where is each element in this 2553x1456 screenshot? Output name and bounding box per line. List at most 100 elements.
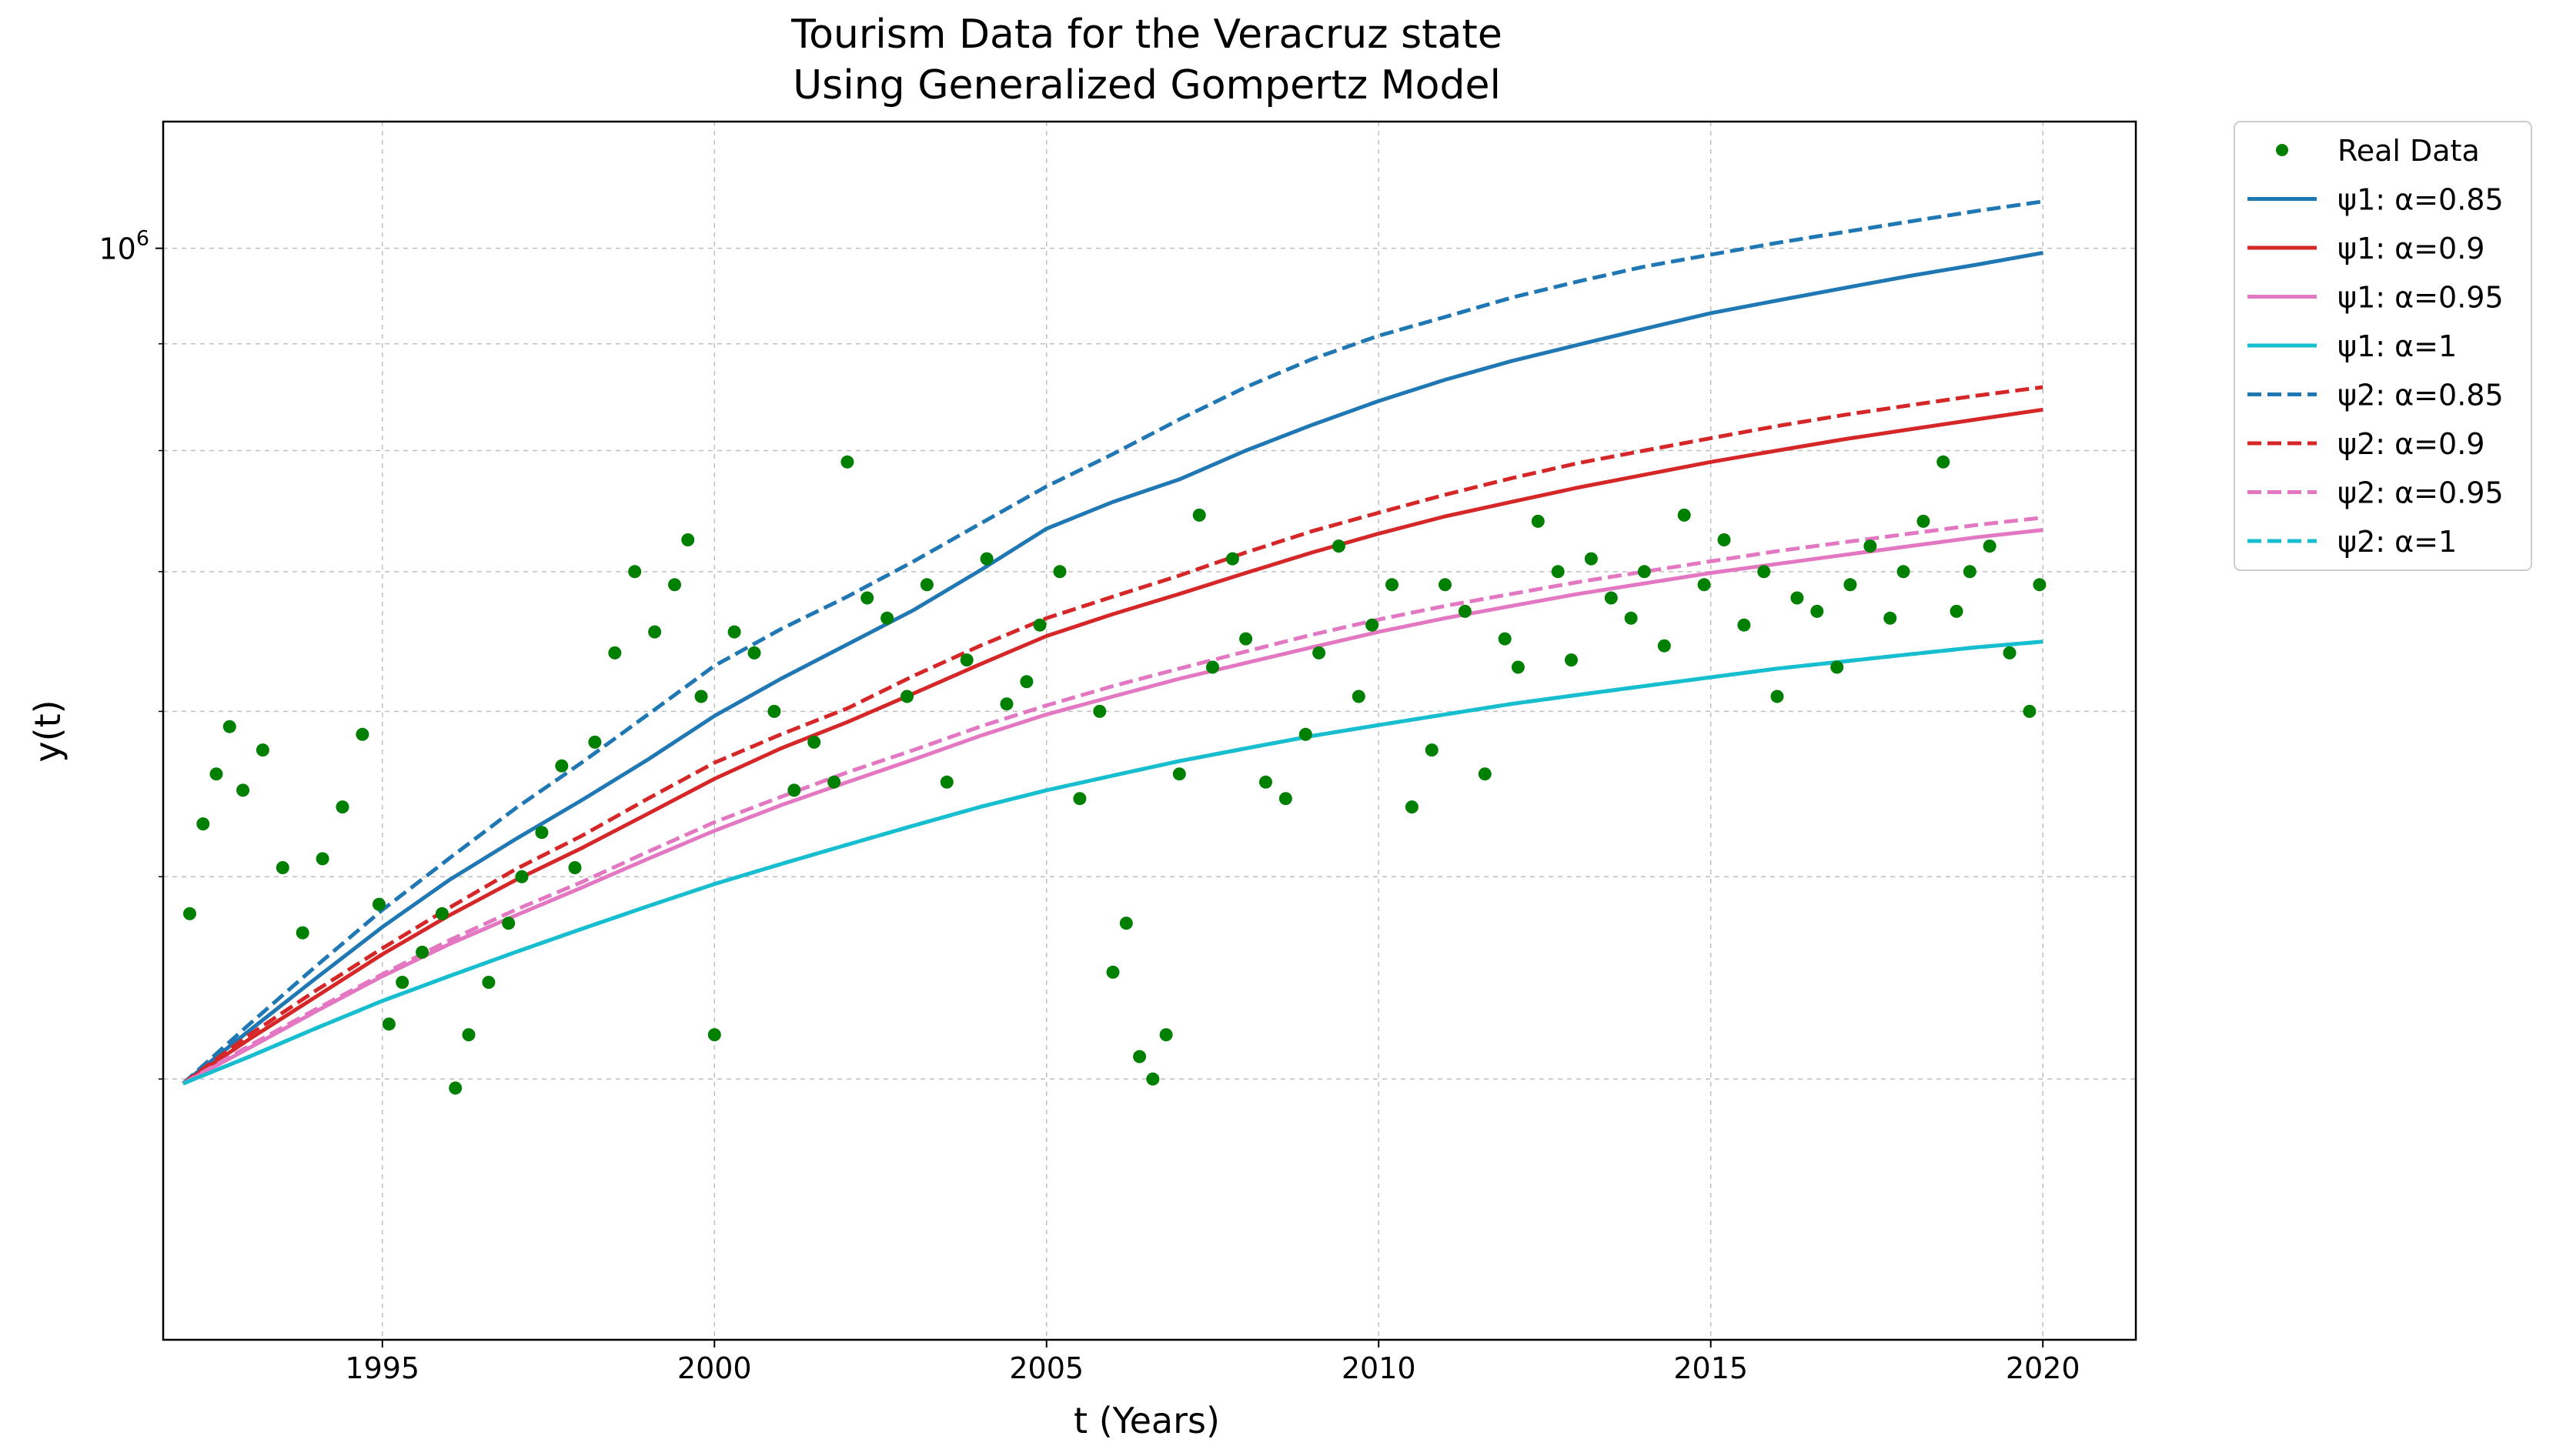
real-data-points [183, 455, 2047, 1095]
real-data-point [1830, 660, 1844, 674]
legend: Real Data ψ1: α=0.85 ψ1: α=0.9 ψ1: α=0.95 ψ1… [2234, 121, 2532, 571]
real-data-point [1757, 565, 1771, 579]
legend-box [2234, 121, 2532, 571]
real-data-point [1896, 565, 1910, 579]
real-data-point [435, 907, 449, 920]
real-data-point [707, 1028, 721, 1042]
real-data-point [901, 690, 914, 703]
real-data-point [1717, 533, 1731, 546]
real-data-point [276, 861, 289, 874]
x-axis-label: t (Years) [1074, 1400, 1220, 1441]
legend-label: ψ2: α=0.95 [2337, 476, 2504, 510]
real-data-point [236, 783, 250, 797]
series-line-8 [182, 640, 2043, 1086]
real-data-point [881, 611, 894, 625]
legend-label: ψ1: α=0.85 [2337, 183, 2504, 217]
real-data-point [1983, 539, 1997, 553]
real-data-point [747, 646, 761, 660]
real-data-point [373, 897, 386, 911]
real-data-point [1697, 578, 1711, 592]
real-data-point [1385, 578, 1398, 592]
legend-marker-real-data [2276, 144, 2288, 156]
real-data-point [1278, 792, 1292, 806]
real-data-point [1458, 604, 1472, 618]
real-data-point [396, 976, 409, 989]
real-data-point [1033, 618, 1047, 632]
real-data-point [860, 591, 874, 605]
real-data-point [1425, 743, 1439, 757]
real-data-point [960, 653, 974, 667]
real-data-point [568, 861, 582, 874]
real-data-point [1000, 697, 1014, 711]
real-data-point [1405, 800, 1419, 814]
plot-frame [162, 120, 2137, 1341]
real-data-point [1498, 632, 1512, 646]
real-data-point [1770, 690, 1784, 703]
real-data-point [1604, 591, 1618, 605]
x-tick-label: 2000 [677, 1351, 752, 1385]
x-tick-label: 2010 [1342, 1351, 1416, 1385]
real-data-point [1239, 632, 1253, 646]
real-data-point [482, 976, 496, 989]
legend-label: ψ2: α=0.85 [2337, 379, 2504, 412]
real-data-point [1159, 1028, 1173, 1042]
real-data-point [1206, 660, 1219, 674]
real-data-point [1843, 578, 1857, 592]
real-data-point [1298, 727, 1312, 741]
chart-title-line1: Tourism Data for the Veracruz state [790, 12, 1502, 58]
real-data-point [1053, 565, 1067, 579]
real-data-point [681, 533, 695, 546]
real-data-point [1511, 660, 1525, 674]
real-data-point [183, 907, 196, 920]
real-data-point [1531, 514, 1545, 528]
real-data-point [1332, 539, 1345, 553]
real-data-point [767, 704, 781, 718]
real-data-point [1584, 552, 1598, 566]
real-data-point [1225, 552, 1239, 566]
real-data-point [1916, 514, 1930, 528]
series-line-7 [182, 516, 2043, 1086]
real-data-point [1790, 591, 1804, 605]
real-data-point [1863, 539, 1877, 553]
real-data-point [727, 625, 741, 639]
real-data-point [316, 852, 329, 866]
legend-label: ψ1: α=1 [2337, 329, 2457, 363]
real-data-point [1478, 767, 1492, 781]
legend-label: ψ1: α=0.9 [2337, 232, 2484, 265]
real-data-point [1312, 646, 1326, 660]
legend-label: ψ2: α=1 [2337, 525, 2457, 559]
real-data-point [787, 783, 801, 797]
real-data-point [2023, 704, 2037, 718]
real-data-point [1172, 767, 1186, 781]
real-data-point [1365, 618, 1379, 632]
real-data-point [1936, 455, 1950, 469]
series-line-6 [182, 385, 2043, 1086]
real-data-point [1352, 690, 1365, 703]
real-data-point [827, 775, 841, 789]
real-data-point [1259, 775, 1272, 789]
real-data-point [840, 455, 854, 469]
real-data-point [382, 1017, 396, 1031]
series-line-3 [182, 528, 2043, 1086]
series-lines [182, 199, 2043, 1086]
y-tick-label: 106 [99, 227, 149, 266]
real-data-point [1810, 604, 1824, 618]
real-data-point [502, 917, 516, 930]
axis-ticks: 1995 2000 2005 2010 2015 2020 106 [99, 227, 2080, 1385]
real-data-point [222, 720, 236, 733]
real-data-point [1133, 1050, 1147, 1064]
real-data-point [1624, 611, 1638, 625]
real-data-point [1565, 653, 1578, 667]
real-data-point [940, 775, 954, 789]
x-tick-label: 1995 [345, 1351, 419, 1385]
real-data-point [336, 800, 349, 814]
real-data-point [1439, 578, 1452, 592]
real-data-point [1146, 1072, 1160, 1086]
real-data-point [1657, 639, 1671, 653]
real-data-point [1020, 675, 1034, 689]
real-data-point [980, 552, 994, 566]
chart-title-line2: Using Generalized Gompertz Model [793, 62, 1501, 109]
real-data-point [2003, 646, 2017, 660]
real-data-point [1883, 611, 1897, 625]
